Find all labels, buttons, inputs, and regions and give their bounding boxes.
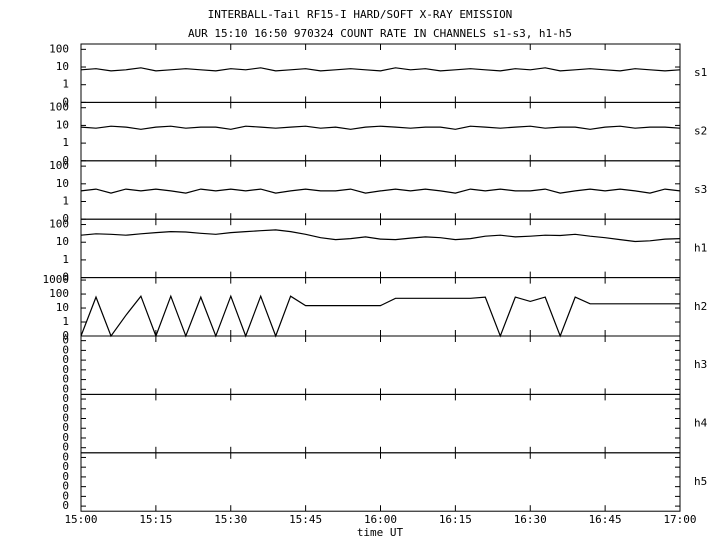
series-line (80, 125, 681, 130)
series-line (80, 294, 680, 338)
panel-frame (80, 218, 681, 279)
y-tick-label: 0 (62, 441, 69, 454)
y-tick-label: 0 (62, 450, 69, 463)
panel-label: s1 (694, 66, 707, 79)
y-tick-label: 0 (62, 431, 69, 444)
y-tick-label: 100 (49, 101, 69, 114)
x-tick-label: 17:00 (663, 513, 696, 526)
y-tick-label: 100 (49, 287, 69, 300)
y-tick-label: 10 (56, 177, 69, 190)
y-tick-label: 0 (62, 392, 69, 405)
y-tick-label: 0 (62, 470, 69, 483)
y-tick-label: 1000 (43, 273, 70, 286)
panel-frame (80, 393, 681, 454)
y-tick-label: 0 (62, 271, 69, 284)
y-tick-label: 0 (62, 363, 69, 376)
panel-frame (80, 43, 681, 103)
x-axis-label: time UT (357, 526, 404, 539)
x-tick-label: 16:45 (589, 513, 622, 526)
y-tick-label: 0 (62, 353, 69, 366)
x-tick-label: 16:30 (514, 513, 547, 526)
x-tick-label: 15:30 (214, 513, 247, 526)
y-tick-label: 0 (62, 460, 69, 473)
y-tick-label: 1 (62, 78, 69, 91)
y-tick-label: 0 (62, 489, 69, 502)
panel-frame (80, 101, 681, 162)
x-tick-label: 16:00 (364, 513, 397, 526)
panel-frame (80, 335, 681, 395)
y-tick-label: 100 (49, 42, 69, 55)
series-line (80, 67, 681, 72)
y-tick-label: 10 (56, 118, 69, 131)
y-tick-label: 0 (62, 329, 69, 342)
y-tick-label: 1 (62, 195, 69, 208)
y-tick-label: 10 (56, 60, 69, 73)
y-tick-label: 100 (49, 218, 69, 231)
panel-frame (80, 160, 681, 220)
x-tick-label: 15:00 (64, 513, 97, 526)
y-tick-label: 0 (62, 499, 69, 512)
panel-label: s3 (694, 183, 707, 196)
y-tick-label: 0 (62, 480, 69, 493)
y-tick-label: 0 (62, 412, 69, 425)
chart-title: INTERBALL-Tail RF15-I HARD/SOFT X-RAY EM… (208, 8, 513, 21)
y-tick-label: 0 (62, 343, 69, 356)
y-tick-label: 0 (62, 334, 69, 347)
y-tick-label: 1 (62, 315, 69, 328)
panel-label: h4 (694, 417, 708, 430)
y-tick-label: 10 (56, 301, 69, 314)
panel-label: h5 (694, 475, 707, 488)
series-line (80, 188, 681, 194)
y-tick-label: 1 (62, 253, 69, 266)
panel-frame (80, 277, 681, 337)
x-tick-label: 16:15 (439, 513, 472, 526)
y-tick-label: 1 (62, 136, 69, 149)
panel-label: s2 (694, 125, 707, 138)
series-line (80, 229, 681, 243)
panel-label: h3 (694, 358, 707, 371)
y-tick-label: 10 (56, 235, 69, 248)
y-tick-label: 0 (62, 373, 69, 386)
y-tick-label: 0 (62, 154, 69, 167)
y-tick-label: 0 (62, 212, 69, 225)
y-tick-label: 0 (62, 421, 69, 434)
panel-label: h2 (694, 300, 707, 313)
x-tick-label: 15:15 (139, 513, 172, 526)
y-tick-label: 0 (62, 382, 69, 395)
chart-subtitle: AUR 15:10 16:50 970324 COUNT RATE IN CHA… (188, 27, 572, 40)
y-tick-label: 0 (62, 402, 69, 415)
y-tick-label: 0 (62, 95, 69, 108)
panel-label: h1 (694, 241, 707, 254)
x-tick-label: 15:45 (289, 513, 322, 526)
panel-frame (80, 452, 681, 512)
y-tick-label: 100 (49, 159, 69, 172)
